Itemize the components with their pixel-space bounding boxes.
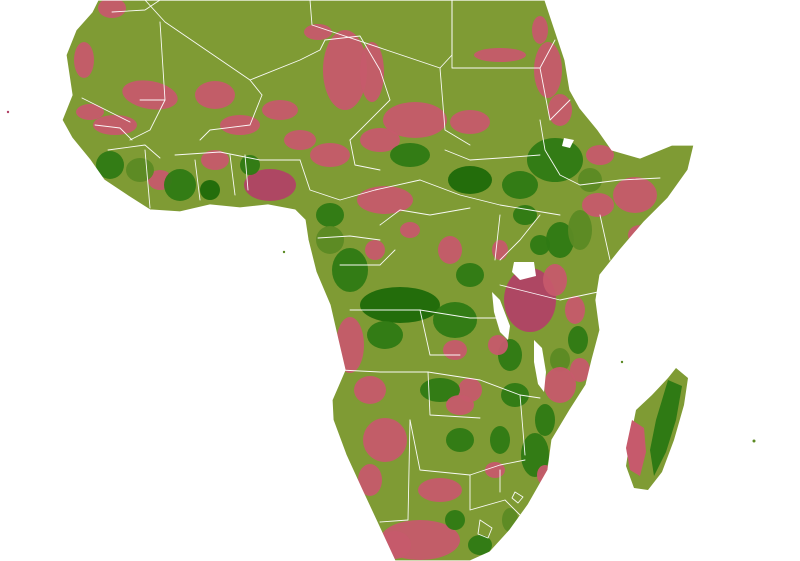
map-region[interactable] bbox=[323, 30, 367, 110]
map-region[interactable] bbox=[126, 158, 154, 182]
map-region[interactable] bbox=[446, 395, 474, 415]
map-region[interactable] bbox=[164, 169, 196, 201]
map-region[interactable] bbox=[565, 296, 585, 324]
map-region[interactable] bbox=[438, 236, 462, 264]
map-region[interactable] bbox=[490, 426, 510, 454]
map-region[interactable] bbox=[420, 378, 460, 402]
map-region[interactable] bbox=[201, 150, 229, 170]
map-region[interactable] bbox=[530, 235, 550, 255]
madagascar-island[interactable] bbox=[626, 368, 688, 490]
map-region[interactable] bbox=[502, 508, 518, 532]
map-region[interactable] bbox=[358, 464, 382, 496]
map-region[interactable] bbox=[433, 302, 477, 338]
map-region[interactable] bbox=[357, 186, 413, 214]
map-region[interactable] bbox=[474, 48, 526, 62]
map-region[interactable] bbox=[304, 24, 332, 40]
country-borders bbox=[81, 0, 661, 539]
map-region[interactable] bbox=[363, 418, 407, 462]
map-region[interactable] bbox=[546, 222, 574, 258]
map-region[interactable] bbox=[532, 16, 548, 44]
map-region[interactable] bbox=[568, 210, 592, 250]
map-region[interactable] bbox=[445, 510, 465, 530]
map-region[interactable] bbox=[550, 348, 570, 372]
map-region[interactable] bbox=[98, 0, 126, 18]
map-region[interactable] bbox=[502, 171, 538, 199]
map-region[interactable] bbox=[76, 104, 104, 120]
map-region[interactable] bbox=[456, 263, 484, 287]
lake-victoria bbox=[512, 262, 536, 280]
map-region[interactable] bbox=[501, 383, 529, 407]
map-region[interactable] bbox=[336, 317, 364, 373]
map-region[interactable] bbox=[220, 115, 260, 135]
map-region[interactable] bbox=[316, 226, 344, 254]
map-region[interactable] bbox=[527, 138, 583, 182]
map-region[interactable] bbox=[443, 340, 467, 360]
island-mauritius bbox=[752, 439, 756, 443]
map-region[interactable] bbox=[568, 326, 588, 354]
map-region[interactable] bbox=[504, 268, 556, 332]
map-region[interactable] bbox=[262, 100, 298, 120]
map-region[interactable] bbox=[365, 240, 385, 260]
map-region[interactable] bbox=[446, 428, 474, 452]
map-region[interactable] bbox=[448, 166, 492, 194]
map-region[interactable] bbox=[195, 81, 235, 109]
map-region[interactable] bbox=[93, 115, 137, 135]
map-region[interactable] bbox=[383, 102, 447, 138]
map-region[interactable] bbox=[367, 321, 403, 349]
map-region[interactable] bbox=[582, 193, 614, 217]
map-region[interactable] bbox=[628, 225, 652, 245]
map-region[interactable] bbox=[379, 531, 411, 559]
map-region[interactable] bbox=[400, 222, 420, 238]
coastline bbox=[61, 0, 695, 561]
island-comoros bbox=[620, 360, 624, 364]
map-region[interactable] bbox=[200, 180, 220, 200]
map-region[interactable] bbox=[578, 168, 602, 192]
map-region[interactable] bbox=[535, 404, 555, 436]
map-region[interactable] bbox=[543, 264, 567, 296]
map-region[interactable] bbox=[570, 358, 590, 382]
map-region[interactable] bbox=[468, 535, 492, 555]
map-region[interactable] bbox=[332, 248, 368, 292]
map-region[interactable] bbox=[360, 287, 440, 323]
lake-malawi bbox=[534, 340, 546, 392]
map-region[interactable] bbox=[354, 376, 386, 404]
map-region[interactable] bbox=[284, 130, 316, 150]
map-region[interactable] bbox=[586, 145, 614, 165]
map-region[interactable] bbox=[310, 143, 350, 167]
island-cape-verde bbox=[6, 110, 10, 114]
lake-tanganyika bbox=[492, 292, 510, 340]
map-region[interactable] bbox=[360, 128, 400, 152]
map-region[interactable] bbox=[418, 478, 462, 502]
map-regions bbox=[74, 0, 657, 560]
map-region[interactable] bbox=[450, 110, 490, 134]
island-sao-tome bbox=[282, 250, 286, 254]
map-region[interactable] bbox=[488, 335, 508, 355]
map-region[interactable] bbox=[96, 151, 124, 179]
map-region[interactable] bbox=[74, 42, 94, 78]
map-region[interactable] bbox=[534, 42, 562, 98]
map-region[interactable] bbox=[390, 143, 430, 167]
map-region[interactable] bbox=[244, 169, 296, 201]
map-region[interactable] bbox=[492, 240, 508, 260]
map-region[interactable] bbox=[544, 367, 576, 403]
lake-chad bbox=[562, 138, 574, 148]
map-region[interactable] bbox=[360, 42, 384, 102]
map-region[interactable] bbox=[613, 177, 657, 213]
map-region[interactable] bbox=[316, 203, 344, 227]
